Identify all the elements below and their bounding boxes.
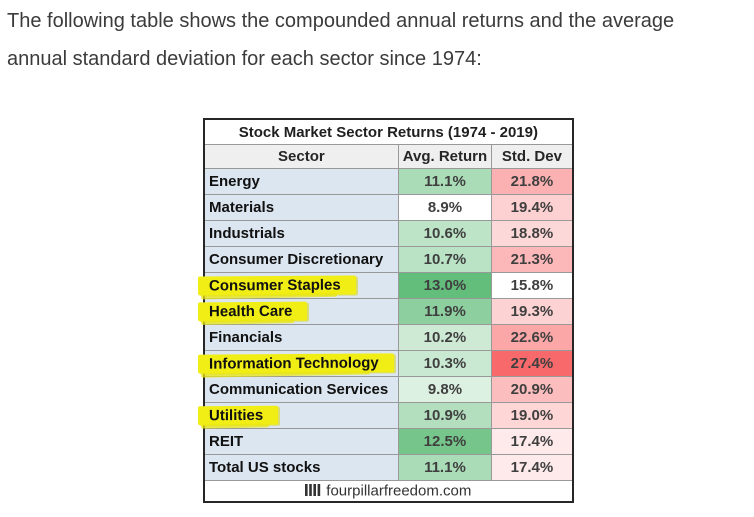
sector-cell: Industrials [203,220,399,247]
sector-cell: Consumer Staples [197,272,399,299]
column-header-std-dev: Std. Dev [491,144,574,169]
table-row-reit: REIT 12.5% 17.4% [203,428,574,455]
avg-return-cell: 10.2% [397,324,493,351]
sector-returns-table: Stock Market Sector Returns (1974 - 2019… [197,118,574,503]
avg-return-cell: 10.6% [397,220,493,247]
sector-label-highlighted: Health Care [197,301,308,322]
sector-label: Consumer Discretionary [209,251,384,268]
sector-cell: Information Technology [197,350,399,377]
std-dev-cell: 19.3% [491,298,574,325]
sector-label: Financials [209,329,283,346]
sector-cell: Financials [203,324,399,351]
sector-label: Total US stocks [209,459,321,476]
intro-line-2: annual standard deviation for each secto… [7,48,482,70]
column-header-avg-return: Avg. Return [397,144,493,169]
site-name: fourpillarfreedom.com [326,482,472,500]
table-row-health-care: Health Care 11.9% 19.3% [197,298,574,325]
avg-return-cell: 10.7% [397,246,493,273]
sector-label: REIT [209,433,244,450]
table-title: Stock Market Sector Returns (1974 - 2019… [203,118,574,145]
avg-return-cell: 10.9% [397,402,493,429]
std-dev-cell: 20.9% [491,376,574,403]
std-dev-cell: 19.0% [491,402,574,429]
table-row-total-us-stocks: Total US stocks 11.1% 17.4% [203,454,574,481]
table-row-energy: Energy 11.1% 21.8% [203,168,574,195]
table-row-financials: Financials 10.2% 22.6% [203,324,574,351]
avg-return-cell: 13.0% [397,272,493,299]
sector-cell: Communication Services [203,376,399,403]
std-dev-cell: 17.4% [491,428,574,455]
std-dev-cell: 15.8% [491,272,574,299]
avg-return-cell: 10.3% [397,350,493,377]
column-header-sector: Sector [203,144,399,169]
table-footer: fourpillarfreedom.com [203,480,574,503]
avg-return-cell: 12.5% [397,428,493,455]
std-dev-cell: 21.8% [491,168,574,195]
std-dev-cell: 21.3% [491,246,574,273]
intro-paragraph: The following table shows the compounded… [7,2,752,78]
std-dev-cell: 17.4% [491,454,574,481]
table-row-industrials: Industrials 10.6% 18.8% [203,220,574,247]
sector-cell: Energy [203,168,399,195]
avg-return-cell: 11.1% [397,454,493,481]
sector-cell: Health Care [197,298,399,325]
sector-cell: Utilities [197,402,399,429]
sector-label: Industrials [209,225,285,242]
std-dev-cell: 27.4% [491,350,574,377]
sector-label-highlighted: Consumer Staples [197,275,356,296]
std-dev-cell: 19.4% [491,194,574,221]
sector-cell: Materials [203,194,399,221]
sector-label-highlighted: Information Technology [197,353,394,374]
avg-return-cell: 8.9% [397,194,493,221]
sector-label: Communication Services [209,381,389,398]
table-row-utilities: Utilities 10.9% 19.0% [197,402,574,429]
table-row-consumer-discretionary: Consumer Discretionary 10.7% 21.3% [203,246,574,273]
sector-cell: REIT [203,428,399,455]
std-dev-cell: 18.8% [491,220,574,247]
sector-cell: Total US stocks [203,454,399,481]
std-dev-cell: 22.6% [491,324,574,351]
table-row-consumer-staples: Consumer Staples 13.0% 15.8% [197,272,574,299]
table-row-materials: Materials 8.9% 19.4% [203,194,574,221]
sector-label: Energy [209,173,260,190]
sector-label-highlighted: Utilities [197,405,279,426]
sector-label: Materials [209,199,275,216]
four-pillars-icon [305,484,321,497]
avg-return-cell: 11.1% [397,168,493,195]
table-row-information-technology: Information Technology 10.3% 27.4% [197,350,574,377]
intro-line-1: The following table shows the compounded… [7,10,675,32]
avg-return-cell: 9.8% [397,376,493,403]
avg-return-cell: 11.9% [397,298,493,325]
sector-cell: Consumer Discretionary [203,246,399,273]
table-row-communication-services: Communication Services 9.8% 20.9% [203,376,574,403]
